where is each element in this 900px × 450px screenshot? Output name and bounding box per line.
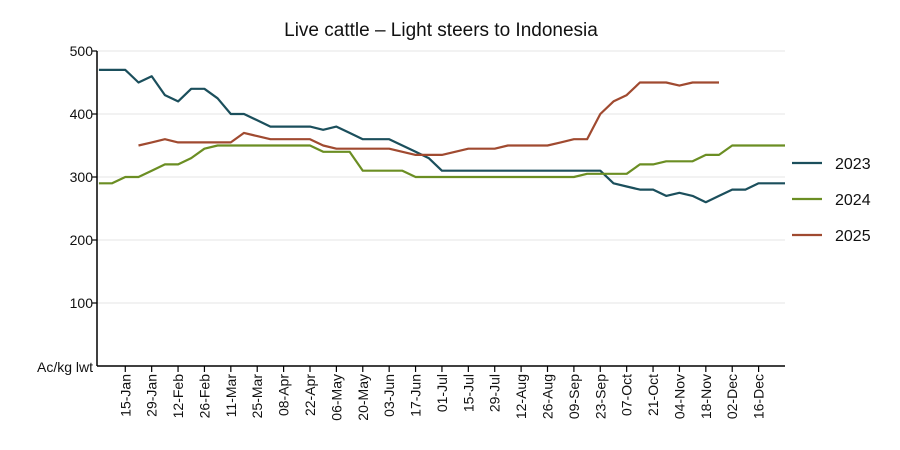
x-tick-label: 11-Mar — [223, 374, 239, 418]
y-tick-label: 500 — [70, 43, 94, 59]
legend-label-2025: 2025 — [835, 228, 871, 245]
series-lines — [98, 68, 785, 204]
x-tick-label: 23-Sep — [592, 374, 608, 419]
x-tick-label: 25-Mar — [249, 374, 265, 419]
x-tick-label: 06-May — [328, 374, 344, 421]
x-tick-label: 26-Aug — [539, 374, 555, 419]
x-tick-label: 03-Jun — [381, 374, 397, 417]
x-tick-label: 18-Nov — [698, 374, 714, 419]
y-tick-label: 100 — [70, 295, 94, 311]
x-tick-label: 15-Jul — [460, 374, 476, 412]
x-tick-label: 22-Apr — [302, 374, 318, 416]
series-line-2023 — [98, 68, 785, 204]
x-tick-label: 16-Dec — [751, 374, 767, 419]
x-tick-label: 04-Nov — [671, 374, 687, 419]
x-tick-label: 09-Sep — [566, 374, 582, 419]
chart-title: Live cattle – Light steers to Indonesia — [284, 20, 598, 41]
y-tick-label: 300 — [70, 169, 94, 185]
series-line-2024 — [98, 144, 785, 185]
x-tick-label: 15-Jan — [117, 374, 133, 417]
x-tick-label: 26-Feb — [196, 374, 212, 419]
x-tick-label: 20-May — [355, 374, 371, 421]
y-tick-label: 400 — [70, 106, 94, 122]
legend: 2023 2024 2025 — [792, 156, 871, 245]
x-tick-label: 07-Oct — [619, 374, 635, 416]
x-tick-label: 08-Apr — [276, 374, 292, 416]
x-tick-label: 21-Oct — [645, 374, 661, 416]
y-tick-label: 200 — [70, 232, 94, 248]
x-tick-label: 29-Jul — [487, 374, 503, 412]
x-tick-label: 29-Jan — [144, 374, 160, 417]
x-tick-label: 12-Feb — [170, 374, 186, 419]
x-tick-label: 01-Jul — [434, 374, 450, 412]
x-tick-label: 17-Jun — [408, 374, 424, 417]
x-tick-label: 02-Dec — [724, 374, 740, 419]
x-tick-label: 12-Aug — [513, 374, 529, 419]
y-axis-label: Ac/kg lwt — [37, 359, 93, 375]
legend-label-2024: 2024 — [835, 192, 871, 209]
axes — [96, 51, 785, 367]
legend-label-2023: 2023 — [835, 156, 871, 173]
series-line-2025 — [138, 81, 719, 156]
x-ticks: 15-Jan 29-Jan 12-Feb 26-Feb 11-Mar 25-Mar 08-A… — [117, 366, 767, 421]
y-ticks: 100 200 300 400 500 — [70, 43, 97, 311]
